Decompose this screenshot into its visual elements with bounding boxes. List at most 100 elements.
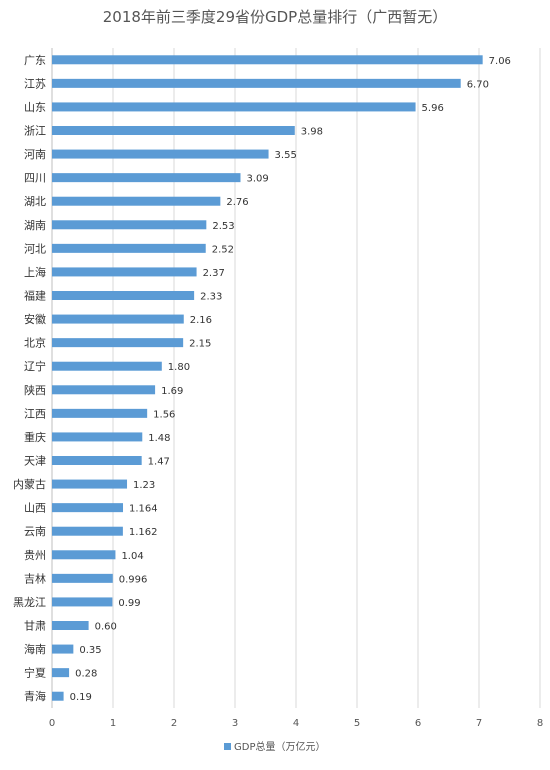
value-label: 0.35 <box>79 645 101 656</box>
category-label: 河北 <box>24 242 46 255</box>
category-label: 湖北 <box>24 195 46 208</box>
category-labels: 广东江苏山东浙江河南四川湖北湖南河北上海福建安徽北京辽宁陕西江西重庆天津内蒙古山… <box>13 54 46 703</box>
bar <box>52 102 416 112</box>
bar <box>52 338 184 348</box>
category-label: 吉林 <box>24 571 46 585</box>
bar <box>52 78 461 88</box>
value-label: 2.33 <box>200 292 222 303</box>
x-tick-labels: 0 1 2 3 4 5 6 7 8 <box>49 718 543 729</box>
bar <box>52 220 207 230</box>
value-label: 1.56 <box>153 409 175 420</box>
category-label: 福建 <box>24 289 46 303</box>
bar <box>52 243 206 253</box>
bar <box>52 691 64 701</box>
bar <box>52 361 162 371</box>
value-label: 2.16 <box>190 315 212 326</box>
bar <box>52 126 295 135</box>
bar <box>52 291 195 300</box>
category-label: 安徽 <box>24 312 46 326</box>
value-label: 0.996 <box>119 574 148 585</box>
value-label: 0.60 <box>95 622 117 633</box>
category-label: 宁夏 <box>24 666 46 680</box>
value-label: 1.47 <box>148 457 170 468</box>
value-label: 3.98 <box>301 127 323 138</box>
value-label: 0.28 <box>75 669 97 680</box>
x-tick-label: 8 <box>537 718 543 729</box>
bars <box>52 55 483 701</box>
bar <box>52 314 184 324</box>
legend: GDP总量（万亿元） <box>224 740 325 753</box>
category-label: 甘肃 <box>24 620 46 633</box>
category-label: 陕西 <box>24 383 46 397</box>
value-label: 1.164 <box>129 504 158 515</box>
value-label: 2.52 <box>212 244 234 255</box>
bar <box>52 196 221 206</box>
value-label: 3.09 <box>246 174 268 185</box>
category-label: 江苏 <box>24 77 46 90</box>
bar <box>52 456 142 465</box>
legend-label: GDP总量（万亿元） <box>234 740 325 753</box>
bar <box>52 479 128 489</box>
bar <box>52 668 70 678</box>
bar <box>52 432 143 442</box>
category-label: 贵州 <box>24 549 46 562</box>
value-label: 2.53 <box>212 221 234 232</box>
bar <box>52 55 483 65</box>
category-label: 湖南 <box>24 219 46 232</box>
bar <box>52 573 113 583</box>
category-label: 内蒙古 <box>13 477 46 491</box>
bar <box>52 385 156 395</box>
x-tick-label: 3 <box>232 718 238 729</box>
category-label: 重庆 <box>24 430 46 444</box>
category-label: 上海 <box>24 265 46 279</box>
x-tick-label: 7 <box>476 718 482 729</box>
category-label: 山西 <box>24 502 46 515</box>
grid <box>51 48 541 708</box>
category-label: 黑龙江 <box>13 596 46 609</box>
value-label: 2.76 <box>226 197 248 208</box>
category-label: 云南 <box>24 525 46 538</box>
bar <box>52 597 113 607</box>
legend-swatch <box>224 743 231 750</box>
value-label: 3.55 <box>275 150 297 161</box>
value-label: 1.162 <box>129 527 158 538</box>
chart-title: 2018年前三季度29省份GDP总量排行（广西暂无） <box>103 8 447 26</box>
value-label: 1.69 <box>161 386 183 397</box>
value-label: 1.23 <box>133 480 155 491</box>
bar <box>52 526 123 536</box>
bar <box>52 503 124 513</box>
value-label: 0.19 <box>70 692 92 703</box>
bar <box>52 173 241 183</box>
value-label: 1.04 <box>121 551 143 562</box>
x-tick-label: 1 <box>110 718 116 729</box>
x-tick-label: 6 <box>415 718 421 729</box>
x-tick-label: 4 <box>293 718 299 729</box>
value-label: 7.06 <box>489 56 511 67</box>
value-label: 1.48 <box>148 433 170 444</box>
category-label: 河南 <box>24 148 46 161</box>
value-label: 5.96 <box>422 103 444 114</box>
category-label: 天津 <box>24 455 46 468</box>
category-label: 广东 <box>24 54 46 67</box>
value-label: 1.80 <box>168 362 190 373</box>
category-label: 海南 <box>24 642 46 656</box>
category-label: 山东 <box>24 101 46 114</box>
x-tick-label: 0 <box>49 718 55 729</box>
bar <box>52 408 148 418</box>
bar <box>52 644 74 654</box>
x-tick-label: 2 <box>171 718 177 729</box>
category-label: 浙江 <box>24 125 46 138</box>
category-label: 江西 <box>24 407 46 420</box>
category-label: 青海 <box>24 689 46 703</box>
value-label: 0.99 <box>118 598 140 609</box>
bar <box>52 621 89 630</box>
bar <box>52 149 269 159</box>
x-tick-label: 5 <box>354 718 360 729</box>
bar <box>52 550 116 560</box>
category-label: 北京 <box>24 336 46 350</box>
category-label: 四川 <box>24 172 46 185</box>
bar <box>52 267 197 277</box>
value-labels: 7.06 6.70 5.96 3.98 3.55 3.09 2.76 2.53 2.52 2.37… <box>70 56 511 703</box>
value-label: 2.15 <box>189 339 211 350</box>
